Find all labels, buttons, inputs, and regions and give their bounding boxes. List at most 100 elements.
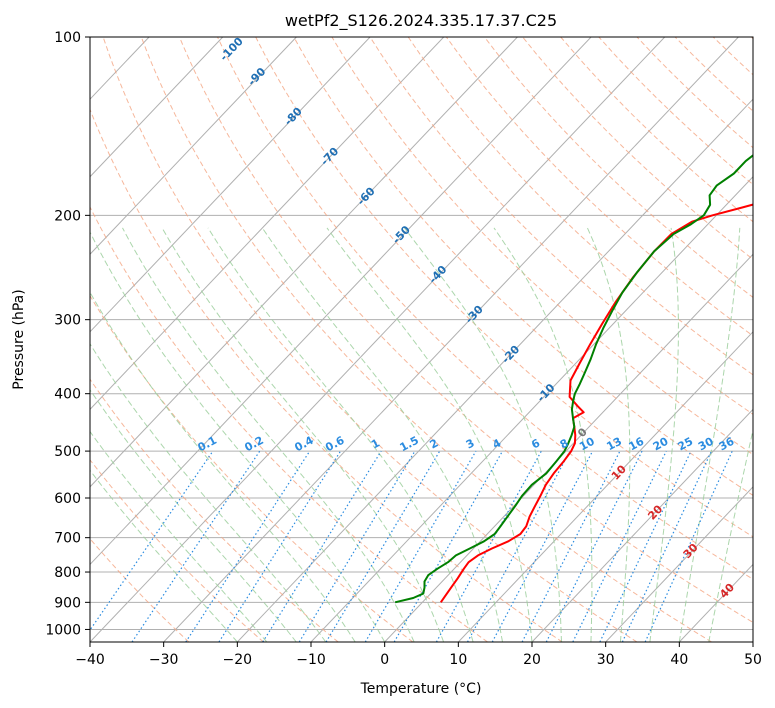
isotherm-label: -90	[245, 65, 268, 89]
isotherm-line	[236, 98, 753, 642]
y-tick-label: 200	[54, 208, 81, 224]
isotherm-label: -50	[390, 223, 413, 247]
moist-adiabat-line	[122, 227, 415, 642]
mixing-ratio-label: 10	[577, 435, 597, 454]
isotherm-line	[163, 37, 739, 642]
dry-adiabat-line	[255, 37, 753, 538]
isotherm-line	[90, 37, 445, 411]
mixing-ratio-line	[131, 450, 261, 642]
mixing-ratio-label: 2	[428, 436, 441, 451]
moist-adiabat-line	[90, 388, 297, 642]
y-tick-label: 800	[54, 565, 81, 581]
dry-adiabat-line	[90, 205, 488, 642]
dry-adiabat-line	[140, 37, 712, 642]
mixing-ratio-label: 3	[464, 436, 477, 451]
isotherm-line	[384, 253, 753, 642]
isotherm-line	[90, 37, 224, 178]
mixing-ratio-label: 30	[696, 435, 716, 454]
axis-ticks: −40 −30 −20 −10 0 10 20 30 40 50 100 200 300 400 500 60…	[45, 30, 762, 668]
dry-adiabat-line	[217, 37, 753, 580]
dry-adiabat-line	[560, 37, 753, 223]
plot-frame	[89, 36, 754, 643]
moist-adiabat-line	[90, 430, 268, 642]
isotherm-line	[90, 37, 371, 333]
moist-adiabat-line	[90, 469, 238, 642]
moist-adiabat-line	[404, 227, 562, 642]
y-axis-title: Pressure (hPa)	[11, 289, 27, 389]
dry-adiabat-line	[522, 37, 753, 260]
moist-adiabat-line	[207, 227, 474, 642]
y-tick-label: 600	[54, 491, 81, 507]
mixing-ratio-line	[491, 450, 594, 642]
mixing-ratio-line	[364, 450, 477, 642]
dry-adiabat-line	[751, 37, 753, 40]
dewpoint-profile-line	[394, 154, 753, 604]
mixing-ratio-line	[90, 450, 214, 632]
line-labels: -100-90-80-70-60-50-40-30-20-10010203040…	[196, 35, 738, 601]
y-tick-label: 100	[54, 30, 81, 46]
dry-adiabat-line	[712, 37, 753, 76]
moist-adiabat-line	[326, 227, 533, 642]
mixing-ratio-line	[435, 450, 542, 642]
dry-adiabat-line	[90, 108, 563, 642]
x-tick-label: 50	[744, 652, 762, 668]
moist-adiabat-line	[586, 227, 631, 642]
moist-adiabat-line	[708, 427, 753, 642]
mixing-ratio-line	[262, 450, 382, 642]
x-tick-label: 20	[523, 652, 541, 668]
isotherm-line	[605, 486, 753, 642]
y-tick-label: 400	[54, 387, 81, 403]
isotherm-line	[90, 37, 297, 256]
mixing-ratio-line	[298, 450, 416, 642]
isotherm-line	[90, 37, 666, 642]
isotherm-line	[531, 408, 753, 642]
x-tick-label: 0	[380, 652, 389, 668]
isotherm-label: -10	[534, 381, 557, 405]
isotherm-line	[90, 37, 518, 488]
mixing-ratio-label: 25	[676, 435, 696, 454]
y-tick-label: 300	[54, 313, 81, 329]
x-tick-label: −40	[75, 652, 105, 668]
dry-adiabat-line	[331, 37, 753, 456]
mixing-ratio-line	[466, 450, 571, 642]
mixing-ratio-line	[218, 450, 342, 642]
isotherm-label: -40	[426, 263, 449, 287]
x-axis-title: Temperature (°C)	[360, 681, 482, 697]
dry-adiabat-line	[178, 37, 753, 623]
mixing-ratio-line	[325, 450, 441, 642]
mixing-ratio-line	[599, 450, 692, 642]
mixing-ratio-label: 13	[604, 435, 624, 454]
moist-adiabat-line	[90, 291, 356, 642]
dry-adiabat-line	[636, 37, 753, 149]
x-tick-label: −30	[149, 652, 179, 668]
mixing-ratio-label: 4	[490, 436, 503, 451]
y-tick-label: 1000	[45, 622, 81, 638]
moist-adiabat-line	[649, 227, 679, 642]
dry-adiabat-line	[445, 37, 753, 337]
mixing-ratio-line	[644, 450, 733, 642]
mixing-ratio-label: 6	[529, 436, 542, 451]
mixing-ratio-line	[393, 450, 504, 642]
x-tick-label: −10	[296, 652, 326, 668]
mixing-ratio-label: 36	[717, 435, 737, 454]
sounding-lines	[394, 154, 753, 604]
dry-adiabat-line	[293, 37, 753, 496]
isotherm-label: -100	[217, 35, 246, 64]
moist-adiabat-line	[90, 342, 327, 642]
mixing-ratio-line	[621, 450, 713, 642]
chart-title: wetPf2_S126.2024.335.17.37.C25	[285, 11, 557, 31]
dry-adiabat-line	[407, 37, 753, 376]
moist-adiabat-line	[678, 227, 741, 642]
isotherm-line	[0, 37, 2, 642]
dry-adiabat-line	[102, 37, 638, 642]
y-tick-label: 500	[54, 444, 81, 460]
moist-adiabat-line	[261, 227, 503, 642]
mixing-ratio-label: 1	[369, 436, 382, 451]
mixing-ratio-line	[572, 450, 667, 642]
temperature-profile-line	[439, 203, 753, 603]
plot-background-lines	[0, 37, 753, 642]
mixing-ratio-label: 16	[627, 435, 647, 454]
dry-adiabat-line	[90, 537, 190, 642]
moist-adiabat-line	[161, 227, 445, 642]
